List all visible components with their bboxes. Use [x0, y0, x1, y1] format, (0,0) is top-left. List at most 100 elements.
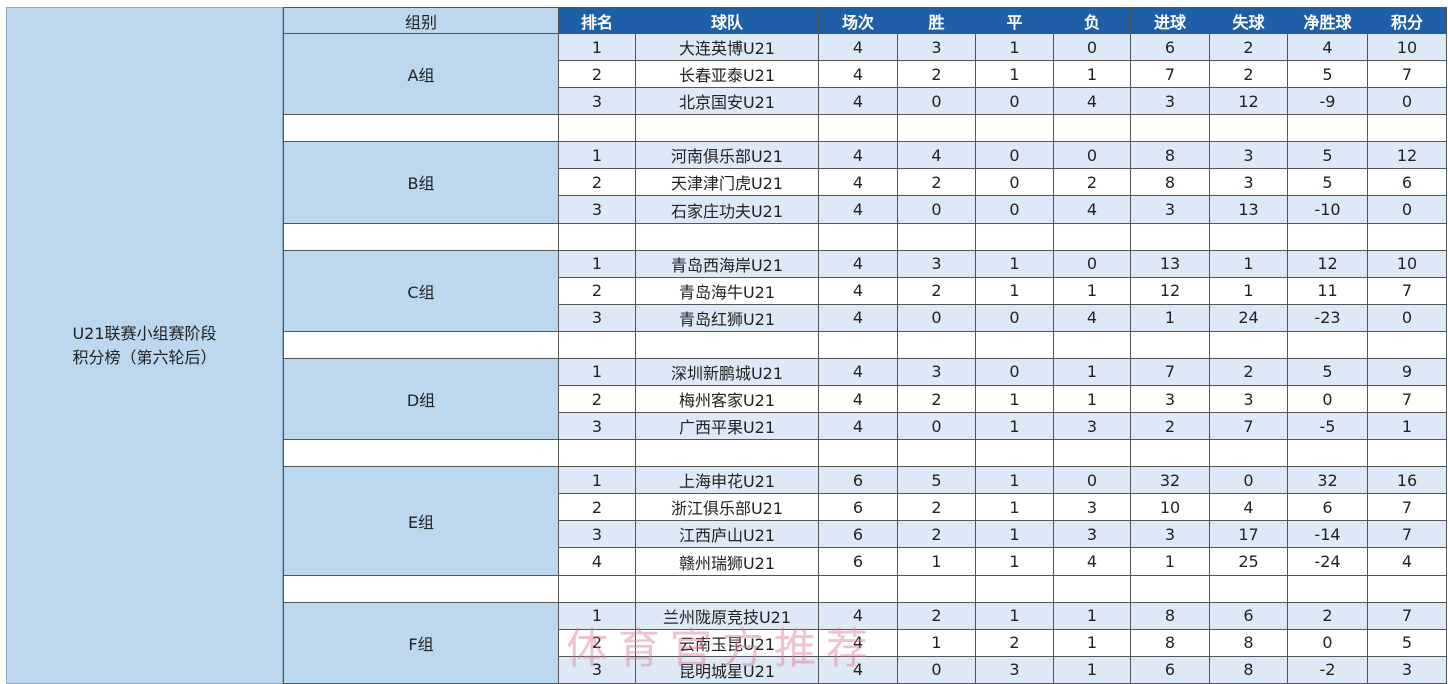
stat-cell: -10: [1287, 195, 1368, 224]
stat-cell: 16: [1367, 466, 1447, 495]
stat-cell: 4: [1209, 493, 1288, 522]
stat-cell: 1: [1053, 628, 1131, 657]
stat-cell: 8: [1209, 628, 1288, 657]
stat-cell: 5: [1287, 357, 1368, 387]
stat-cell: 8: [1130, 628, 1210, 657]
stat-cell: 4: [818, 141, 898, 170]
stat-cell: 4: [1287, 32, 1368, 62]
stat-cell: 2: [1209, 32, 1288, 62]
table-row: 2 梅州客家U21 4 2 1 1 3 3 0 7: [284, 385, 1447, 414]
stat-cell: 0: [1053, 32, 1131, 62]
stat-cell: 10: [1367, 32, 1447, 62]
stat-cell: 0: [1053, 466, 1131, 495]
stat-cell: 3: [897, 32, 976, 62]
stat-cell: 0: [897, 195, 976, 224]
column-header: 球队: [635, 7, 819, 34]
stat-cell: 4: [1053, 87, 1131, 116]
stat-cell: 2: [558, 493, 636, 522]
stat-cell: 3: [897, 249, 976, 278]
team-name: 广西平果U21: [635, 412, 819, 441]
stat-cell: 0: [975, 357, 1054, 387]
table-row: 2 长春亚泰U21 4 2 1 1 7 2 5 7: [284, 60, 1447, 89]
stat-cell: 0: [897, 412, 976, 441]
stat-cell: 3: [975, 655, 1054, 684]
stat-cell: 0: [975, 195, 1054, 224]
stat-cell: 2: [1209, 60, 1288, 89]
stat-cell: 1: [1367, 412, 1447, 441]
stat-cell: 3: [897, 357, 976, 387]
team-name: 云南玉昆U21: [635, 628, 819, 657]
stat-cell: 3: [1209, 141, 1288, 170]
table-row: D组 1 深圳新鹏城U21 4 3 0 1 7 2 5 9: [283, 357, 1447, 441]
group-label: F组: [283, 601, 559, 684]
stat-cell: 4: [1053, 303, 1131, 332]
stat-cell: 0: [975, 303, 1054, 332]
team-name: 天津津门虎U21: [635, 168, 819, 197]
table-row: B组 1 河南俱乐部U21 4 4 0 0 8 3 5 12: [283, 141, 1447, 224]
stat-cell: 1: [558, 466, 636, 495]
team-name: 河南俱乐部U21: [635, 141, 819, 170]
table-row: F组 1 兰州陇原竞技U21 4 2 1 1 8 6 2 7: [283, 601, 1447, 684]
title-line: 积分榜（第六轮后）: [72, 347, 217, 367]
stat-cell: 0: [975, 168, 1054, 197]
stat-cell: 4: [558, 547, 636, 576]
team-name: 浙江俱乐部U21: [635, 493, 819, 522]
spacer-row: [283, 114, 1447, 143]
team-name: 深圳新鹏城U21: [635, 357, 819, 387]
stat-cell: 1: [897, 547, 976, 576]
stat-cell: 4: [818, 412, 898, 441]
stat-cell: 0: [1209, 466, 1288, 495]
stat-cell: 2: [897, 385, 976, 414]
stat-cell: 6: [818, 520, 898, 549]
stat-cell: 1: [975, 493, 1054, 522]
stat-cell: 5: [1367, 628, 1447, 657]
stat-cell: 5: [1287, 141, 1368, 170]
stat-cell: 7: [1367, 493, 1447, 522]
stat-cell: 1: [1053, 385, 1131, 414]
stat-cell: 1: [1209, 276, 1288, 305]
group-label: B组: [283, 141, 559, 224]
stat-cell: 1: [975, 547, 1054, 576]
stat-cell: 1: [558, 141, 636, 170]
stat-cell: 4: [818, 303, 898, 332]
stat-cell: 2: [897, 60, 976, 89]
stat-cell: 8: [1130, 141, 1210, 170]
table-row: 3 昆明城星U21 4 0 3 1 6 8 -2 3: [284, 655, 1447, 684]
stat-cell: 2: [897, 601, 976, 630]
stat-cell: 1: [558, 357, 636, 387]
column-header: 组别: [283, 7, 559, 34]
stat-cell: 7: [1367, 385, 1447, 414]
team-name: 昆明城星U21: [635, 655, 819, 684]
stat-cell: 0: [1287, 385, 1368, 414]
stat-cell: 12: [1209, 87, 1288, 116]
stat-cell: 4: [897, 141, 976, 170]
stat-cell: 1: [1209, 249, 1288, 278]
stat-cell: 4: [818, 357, 898, 387]
stat-cell: 10: [1367, 249, 1447, 278]
stat-cell: 2: [558, 168, 636, 197]
team-name: 上海申花U21: [635, 466, 819, 495]
table-row: A组 1 大连英博U21 4 3 1 0 6 2 4 10: [283, 32, 1447, 116]
stat-cell: 2: [558, 276, 636, 305]
table-row: 3 北京国安U21 4 0 0 4 3 12 -9 0: [284, 87, 1447, 116]
stat-cell: 2: [897, 493, 976, 522]
stat-cell: 7: [1367, 276, 1447, 305]
team-name: 长春亚泰U21: [635, 60, 819, 89]
column-header: 场次: [818, 7, 898, 34]
team-name: 梅州客家U21: [635, 385, 819, 414]
stat-cell: 8: [1209, 655, 1288, 684]
team-name: 大连英博U21: [635, 32, 819, 62]
stat-cell: 4: [818, 601, 898, 630]
group-label: C组: [283, 249, 559, 332]
stat-cell: 11: [1287, 276, 1368, 305]
stat-cell: 3: [1053, 520, 1131, 549]
stat-cell: 3: [558, 87, 636, 116]
stat-cell: 4: [818, 195, 898, 224]
stat-cell: 2: [975, 628, 1054, 657]
stat-cell: -2: [1287, 655, 1368, 684]
group-label: A组: [283, 32, 559, 116]
stat-cell: 1: [558, 32, 636, 62]
stat-cell: 1: [1053, 655, 1131, 684]
stat-cell: 25: [1209, 547, 1288, 576]
stat-cell: 0: [1287, 628, 1368, 657]
